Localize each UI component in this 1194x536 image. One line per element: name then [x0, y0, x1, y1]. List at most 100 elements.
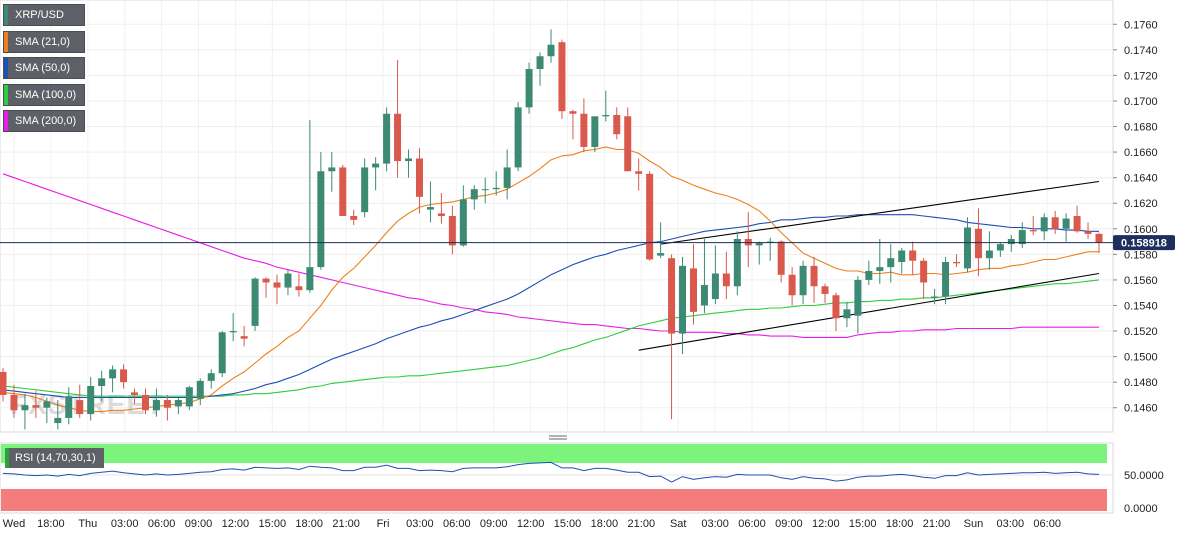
candle-body: [163, 400, 171, 408]
candle-body: [492, 187, 500, 190]
rsi-oversold-zone: [1, 489, 1107, 511]
candle-body: [426, 207, 434, 210]
current-price-label: 0.158918: [1113, 235, 1175, 251]
candle: [492, 171, 500, 196]
x-tick-label: Wed: [3, 518, 25, 530]
x-tick-label: 21:00: [923, 518, 951, 530]
candle-body: [711, 273, 719, 300]
candle: [700, 239, 708, 314]
x-tick-label: 03:00: [701, 518, 729, 530]
x-tick-label: 06:00: [443, 518, 471, 530]
x-tick-label: Sat: [670, 518, 687, 530]
legend-item-sma100[interactable]: SMA (100,0): [4, 84, 85, 105]
candle: [1084, 222, 1092, 240]
candle-body: [810, 265, 818, 287]
candle-body: [207, 373, 215, 381]
candle: [843, 301, 851, 328]
trendline[interactable]: [638, 272, 1100, 351]
candle: [953, 254, 961, 268]
candle: [481, 177, 489, 204]
candle: [865, 260, 873, 286]
candle-body: [1062, 218, 1070, 229]
candle: [1029, 216, 1037, 236]
candle: [591, 116, 599, 153]
x-tick-label: 09:00: [185, 518, 213, 530]
x-tick-label: 18:00: [591, 518, 619, 530]
candle: [240, 325, 248, 347]
candle: [810, 256, 818, 303]
candle-body: [131, 392, 139, 395]
candle-body: [372, 163, 380, 168]
x-tick-label: 21:00: [628, 518, 656, 530]
legend-label: XRP/USD: [15, 9, 64, 21]
candle: [711, 245, 719, 305]
candle-body: [262, 278, 270, 283]
candle: [547, 29, 555, 63]
candle: [426, 181, 434, 223]
candle: [229, 313, 237, 342]
candle: [854, 276, 862, 334]
candle: [185, 385, 193, 411]
candle-body: [613, 115, 621, 135]
rsi-series-line: [2, 461, 1100, 483]
candle: [821, 283, 829, 303]
candle: [733, 231, 741, 296]
y-tick-label: 0.1480: [1124, 377, 1158, 389]
legend-swatch: [5, 448, 9, 468]
y-tick-label: 0.1700: [1124, 96, 1158, 108]
candle: [1073, 205, 1081, 233]
legend-item-sma50[interactable]: SMA (50,0): [4, 58, 85, 78]
candle: [251, 277, 259, 332]
candle: [317, 152, 325, 270]
y-tick-label: 0.1460: [1124, 403, 1158, 415]
candle: [1007, 235, 1015, 252]
rsi-label: RSI (14,70,30,1): [15, 452, 96, 464]
legend-item-sma21[interactable]: SMA (21,0): [4, 31, 85, 52]
candle-body: [503, 167, 511, 188]
candle: [0, 368, 7, 402]
x-tick-label: 12:00: [517, 518, 545, 530]
candle-body: [755, 242, 763, 246]
candle: [788, 267, 796, 306]
x-tick-label: 06:00: [148, 518, 176, 530]
y-tick-label: 0.1520: [1124, 326, 1158, 338]
candle-body: [306, 267, 314, 291]
candle: [120, 364, 128, 389]
candle-body: [931, 296, 939, 298]
x-tick-label: 03:00: [111, 518, 139, 530]
candle: [152, 388, 160, 417]
candle-body: [832, 295, 840, 319]
candle-body: [405, 158, 413, 162]
candle: [383, 107, 391, 172]
candle: [942, 256, 950, 305]
candle-body: [865, 270, 873, 280]
rsi-legend-item[interactable]: RSI (14,70,30,1): [5, 448, 104, 468]
candle-body: [361, 167, 369, 213]
candle: [613, 107, 621, 140]
candle: [876, 239, 884, 284]
candle-body: [394, 113, 402, 162]
candle: [470, 185, 478, 210]
candle-body: [821, 286, 829, 294]
candle-body: [700, 285, 708, 306]
candle-body: [185, 387, 193, 407]
candle-body: [273, 282, 281, 288]
candle: [996, 242, 1004, 257]
candle: [131, 388, 139, 404]
candle-body: [963, 227, 971, 269]
trendline[interactable]: [660, 180, 1100, 245]
candle: [87, 377, 95, 421]
legend-item-xrpusd[interactable]: XRP/USD: [4, 5, 85, 25]
candle: [54, 400, 62, 430]
panel-resize-handle[interactable]: [549, 435, 567, 440]
main-panel-bg: [0, 0, 1114, 433]
candle: [558, 39, 566, 119]
candle-body: [799, 265, 807, 296]
rsi-line: [2, 461, 1100, 483]
legend-item-sma200[interactable]: SMA (200,0): [4, 111, 85, 131]
legend-label: SMA (200,0): [15, 115, 77, 127]
candle-body: [942, 262, 950, 297]
candle-body: [887, 258, 895, 268]
candle: [98, 370, 106, 402]
